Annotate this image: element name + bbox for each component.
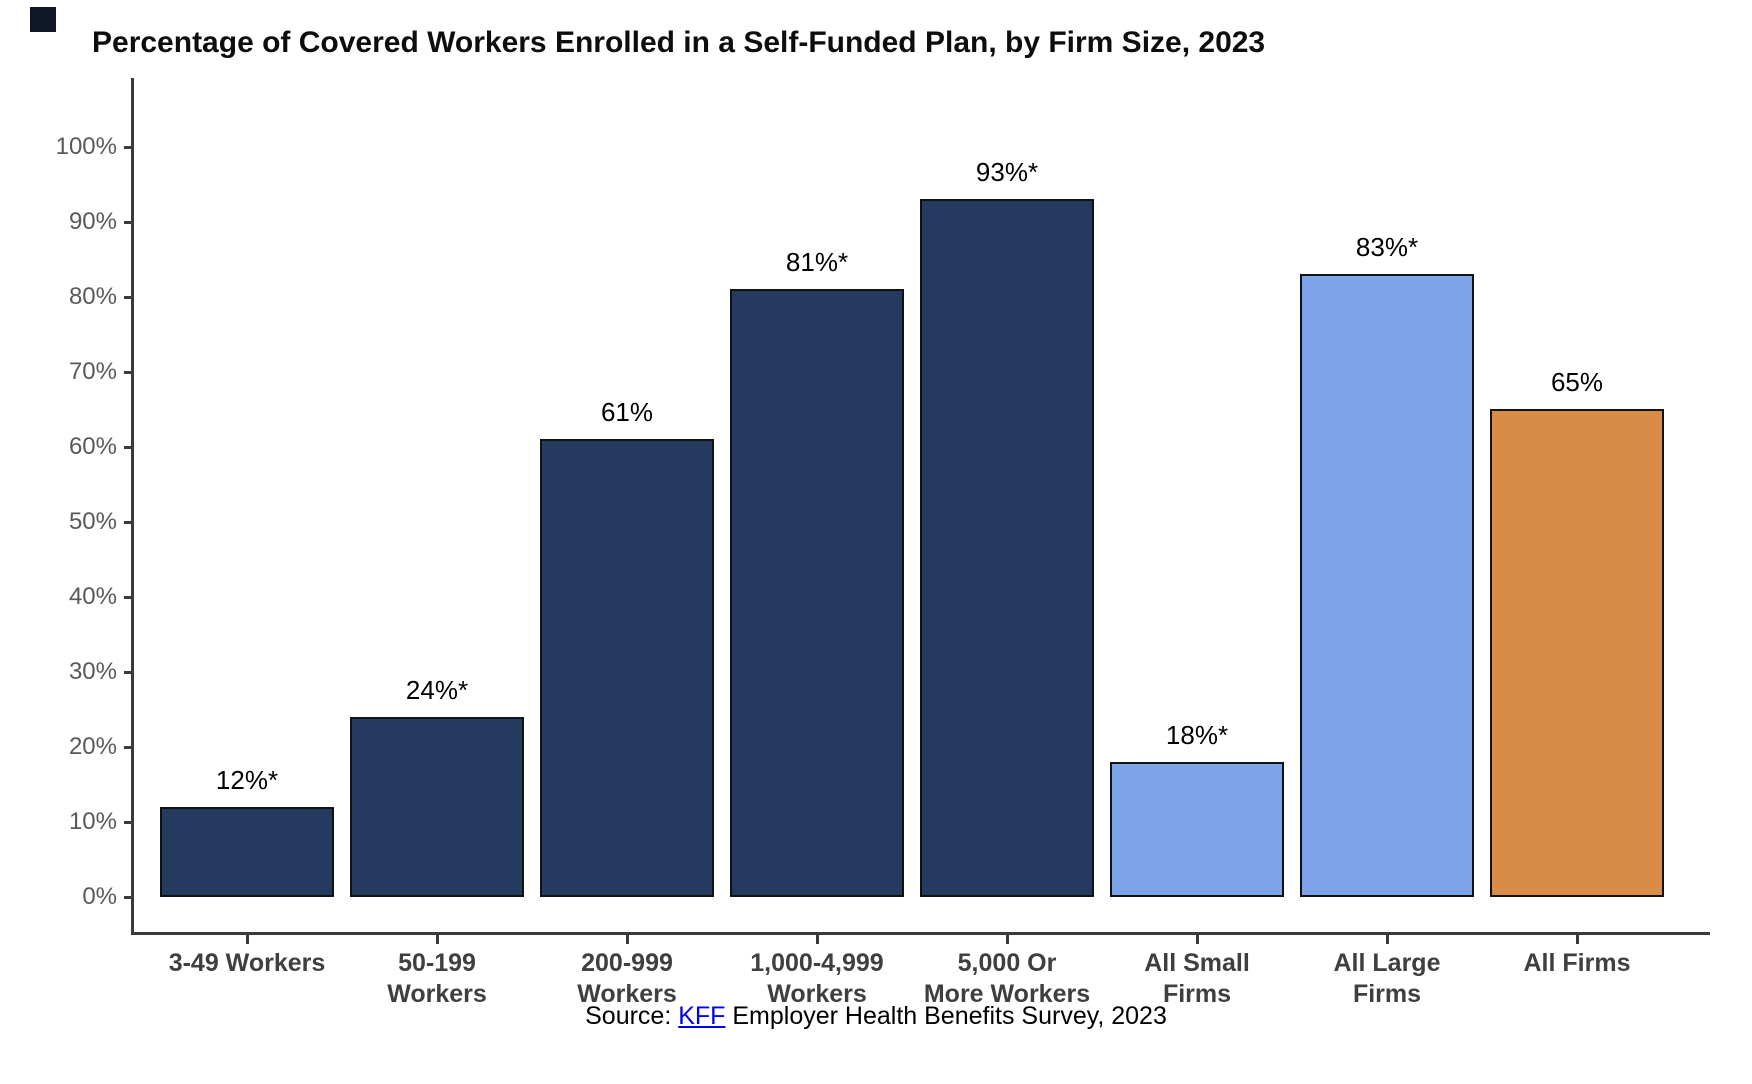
- y-axis-tick: [124, 221, 133, 224]
- category-label: All Large Firms: [1333, 949, 1441, 1008]
- y-axis-tick: [124, 671, 133, 674]
- bar-1: [160, 807, 334, 897]
- y-axis-tick: [124, 896, 133, 899]
- bar-3: [540, 439, 714, 897]
- y-axis-tick-label: 30%: [68, 658, 117, 685]
- y-axis-line: [131, 78, 134, 935]
- source-suffix: Employer Health Benefits Survey, 2023: [725, 1002, 1167, 1030]
- bar-value-label: 83%*: [1355, 232, 1419, 262]
- category-label: All Firms: [1523, 949, 1631, 977]
- corner-artifact-square: [30, 7, 56, 32]
- y-axis-tick: [124, 446, 133, 449]
- bar-6: [1110, 762, 1284, 897]
- bar-2: [350, 717, 524, 897]
- bar-value-label: 61%: [600, 397, 654, 427]
- category-label: 3-49 Workers: [168, 949, 326, 977]
- y-axis-tick-label: 60%: [68, 433, 117, 460]
- bar-4: [730, 289, 904, 897]
- x-axis-tick: [816, 935, 819, 944]
- y-axis-tick-label: 0%: [82, 883, 117, 910]
- category-label: 5,000 Or More Workers: [923, 949, 1091, 1008]
- category-label: All Small Firms: [1144, 949, 1250, 1008]
- category-label: 50-199 Workers: [387, 949, 487, 1008]
- y-axis-tick-label: 40%: [68, 583, 117, 610]
- y-axis-tick-label: 90%: [68, 208, 117, 235]
- y-axis-tick: [124, 521, 133, 524]
- bar-value-label: 81%*: [785, 247, 849, 277]
- bar-7: [1300, 274, 1474, 897]
- y-axis-tick-label: 50%: [68, 508, 117, 535]
- bar-8: [1490, 409, 1664, 897]
- bar-value-label: 18%*: [1165, 720, 1229, 750]
- y-axis-tick-label: 80%: [68, 283, 117, 310]
- y-axis-tick: [124, 596, 133, 599]
- y-axis-tick-label: 20%: [68, 733, 117, 760]
- x-axis-tick: [436, 935, 439, 944]
- source-caption: Source: KFF Employer Health Benefits Sur…: [0, 1002, 1752, 1031]
- category-label: 200-999 Workers: [577, 949, 677, 1008]
- source-prefix: Source:: [585, 1002, 679, 1030]
- kff-link[interactable]: KFF: [678, 1002, 726, 1030]
- y-axis-tick-label: 70%: [68, 358, 117, 385]
- x-axis-tick: [1196, 935, 1199, 944]
- x-axis-tick: [246, 935, 249, 944]
- y-axis-tick: [124, 296, 133, 299]
- y-axis-tick-label: 10%: [68, 808, 117, 835]
- x-axis-tick: [626, 935, 629, 944]
- y-axis-tick: [124, 371, 133, 374]
- category-label: 1,000-4,999 Workers: [750, 949, 884, 1008]
- x-axis-line: [131, 932, 1710, 935]
- chart-title: Percentage of Covered Workers Enrolled i…: [92, 26, 1266, 59]
- x-axis-tick: [1006, 935, 1009, 944]
- x-axis-tick: [1386, 935, 1389, 944]
- y-axis-tick: [124, 821, 133, 824]
- bar-value-label: 65%: [1550, 367, 1604, 397]
- bar-value-label: 24%*: [405, 675, 469, 705]
- y-axis-tick-label: 100%: [55, 133, 117, 160]
- x-axis-tick: [1576, 935, 1579, 944]
- bar-value-label: 12%*: [215, 765, 279, 795]
- bar-5: [920, 199, 1094, 897]
- bar-value-label: 93%*: [975, 157, 1039, 187]
- y-axis-tick: [124, 146, 133, 149]
- y-axis-tick: [124, 746, 133, 749]
